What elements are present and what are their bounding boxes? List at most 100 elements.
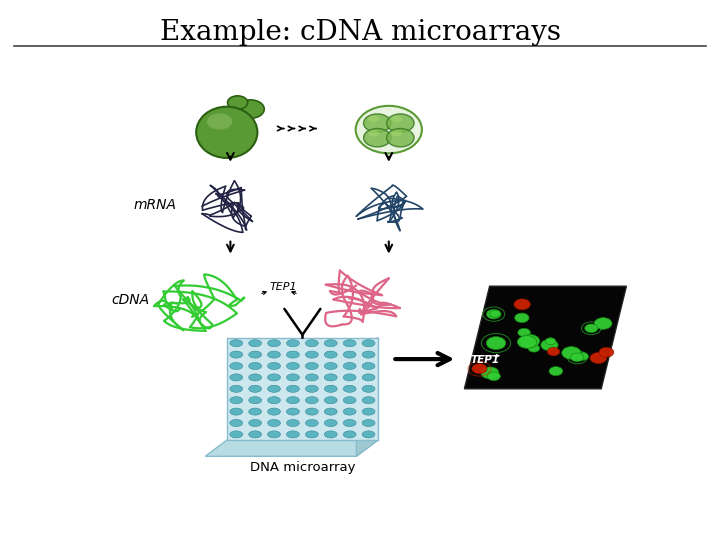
Ellipse shape: [287, 362, 300, 369]
Ellipse shape: [343, 408, 356, 415]
Ellipse shape: [362, 362, 375, 369]
Polygon shape: [464, 286, 626, 389]
Ellipse shape: [594, 318, 612, 329]
Ellipse shape: [230, 385, 243, 393]
Ellipse shape: [248, 351, 261, 358]
Ellipse shape: [287, 351, 300, 358]
Ellipse shape: [305, 340, 318, 347]
Ellipse shape: [364, 114, 391, 132]
Ellipse shape: [287, 420, 300, 427]
Ellipse shape: [518, 335, 536, 348]
Ellipse shape: [248, 385, 261, 393]
Polygon shape: [356, 338, 378, 456]
Ellipse shape: [324, 351, 337, 358]
Ellipse shape: [487, 372, 500, 381]
Ellipse shape: [305, 420, 318, 427]
Ellipse shape: [268, 431, 281, 438]
Ellipse shape: [518, 328, 531, 336]
Ellipse shape: [362, 374, 375, 381]
Ellipse shape: [343, 397, 356, 404]
Ellipse shape: [343, 362, 356, 369]
Ellipse shape: [547, 347, 559, 356]
Ellipse shape: [343, 340, 356, 347]
Ellipse shape: [577, 353, 588, 360]
Ellipse shape: [343, 374, 356, 381]
Ellipse shape: [487, 309, 501, 319]
Ellipse shape: [364, 129, 391, 147]
Text: cDNA: cDNA: [112, 293, 150, 307]
Ellipse shape: [230, 408, 243, 415]
Ellipse shape: [362, 351, 375, 358]
Ellipse shape: [343, 351, 356, 358]
Ellipse shape: [230, 351, 243, 358]
Ellipse shape: [343, 385, 356, 393]
Ellipse shape: [571, 353, 584, 362]
Ellipse shape: [362, 431, 375, 438]
Ellipse shape: [248, 362, 261, 369]
Ellipse shape: [362, 397, 375, 404]
Ellipse shape: [549, 367, 562, 376]
Ellipse shape: [356, 106, 422, 153]
Ellipse shape: [515, 313, 529, 322]
Ellipse shape: [230, 374, 243, 381]
Ellipse shape: [585, 324, 598, 333]
Ellipse shape: [324, 408, 337, 415]
Ellipse shape: [287, 374, 300, 381]
Ellipse shape: [392, 130, 402, 137]
Ellipse shape: [305, 351, 318, 358]
Ellipse shape: [248, 340, 261, 347]
Ellipse shape: [287, 340, 300, 347]
Text: TEP1: TEP1: [471, 355, 500, 365]
Ellipse shape: [287, 431, 300, 438]
Ellipse shape: [387, 129, 414, 147]
Ellipse shape: [268, 385, 281, 393]
Text: DNA microarray: DNA microarray: [250, 461, 355, 474]
Text: TEP1: TEP1: [270, 282, 297, 292]
Ellipse shape: [324, 420, 337, 427]
Ellipse shape: [248, 420, 261, 427]
Ellipse shape: [305, 374, 318, 381]
Ellipse shape: [369, 116, 379, 122]
Ellipse shape: [343, 420, 356, 427]
Ellipse shape: [472, 363, 487, 374]
Ellipse shape: [196, 107, 258, 158]
Ellipse shape: [324, 431, 337, 438]
Ellipse shape: [387, 114, 414, 132]
Ellipse shape: [230, 397, 243, 404]
Ellipse shape: [207, 113, 232, 130]
Ellipse shape: [248, 408, 261, 415]
Ellipse shape: [520, 334, 540, 348]
Ellipse shape: [545, 338, 556, 345]
Ellipse shape: [362, 420, 375, 427]
Ellipse shape: [305, 408, 318, 415]
Ellipse shape: [590, 353, 607, 363]
Ellipse shape: [362, 340, 375, 347]
Ellipse shape: [230, 340, 243, 347]
Ellipse shape: [287, 385, 300, 393]
Ellipse shape: [324, 385, 337, 393]
Ellipse shape: [486, 336, 505, 349]
Ellipse shape: [237, 100, 264, 118]
Text: mRNA: mRNA: [133, 198, 176, 212]
Text: Example: cDNA microarrays: Example: cDNA microarrays: [160, 19, 560, 46]
Ellipse shape: [230, 420, 243, 427]
Ellipse shape: [362, 385, 375, 393]
Ellipse shape: [324, 340, 337, 347]
Ellipse shape: [343, 431, 356, 438]
Ellipse shape: [268, 374, 281, 381]
Ellipse shape: [228, 96, 248, 109]
Ellipse shape: [230, 362, 243, 369]
Ellipse shape: [305, 362, 318, 369]
Ellipse shape: [248, 374, 261, 381]
Ellipse shape: [287, 408, 300, 415]
Ellipse shape: [268, 340, 281, 347]
Ellipse shape: [324, 397, 337, 404]
Ellipse shape: [268, 362, 281, 369]
Ellipse shape: [369, 130, 379, 137]
Ellipse shape: [305, 385, 318, 393]
Ellipse shape: [541, 339, 558, 350]
Ellipse shape: [362, 408, 375, 415]
Ellipse shape: [268, 408, 281, 415]
Ellipse shape: [481, 367, 499, 379]
Ellipse shape: [287, 397, 300, 404]
